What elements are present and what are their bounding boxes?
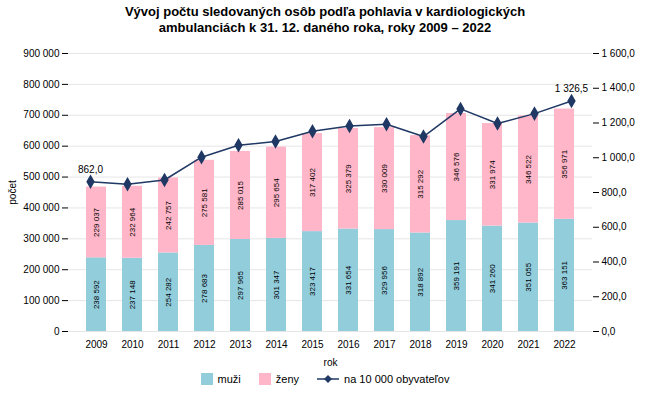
html-text:Vývoj počtu sledovaných osôb p: Vývoj počtu sledovaných osôb podľa pohla… bbox=[124, 4, 526, 36]
svg-text:329 956: 329 956 bbox=[380, 265, 389, 294]
svg-text:351 055: 351 055 bbox=[524, 262, 533, 291]
svg-text:232 964: 232 964 bbox=[128, 207, 137, 236]
svg-text:2016: 2016 bbox=[337, 338, 360, 349]
svg-text:295 654: 295 654 bbox=[272, 177, 281, 206]
svg-text:301 347: 301 347 bbox=[272, 269, 281, 298]
svg-text:2018: 2018 bbox=[409, 338, 432, 349]
svg-text:1 600,0: 1 600,0 bbox=[602, 47, 636, 58]
svg-text:2015: 2015 bbox=[301, 338, 324, 349]
svg-text:2014: 2014 bbox=[265, 338, 288, 349]
svg-text:341 260: 341 260 bbox=[488, 263, 497, 292]
svg-text:359 191: 359 191 bbox=[452, 261, 461, 290]
svg-text:275 581: 275 581 bbox=[200, 187, 209, 216]
svg-text:500 000: 500 000 bbox=[23, 171, 60, 182]
svg-text:330 009: 330 009 bbox=[380, 163, 389, 192]
svg-text:363 151: 363 151 bbox=[560, 260, 569, 289]
svg-text:331 974: 331 974 bbox=[488, 159, 497, 188]
svg-text:285 015: 285 015 bbox=[236, 180, 245, 209]
svg-text:900 000: 900 000 bbox=[23, 47, 60, 58]
svg-text:356 971: 356 971 bbox=[560, 149, 569, 178]
svg-text:325 379: 325 379 bbox=[344, 163, 353, 192]
svg-text:2013: 2013 bbox=[229, 338, 252, 349]
svg-text:278 683: 278 683 bbox=[200, 273, 209, 302]
svg-text:100 000: 100 000 bbox=[23, 294, 60, 305]
svg-text:318 892: 318 892 bbox=[416, 267, 425, 296]
svg-text:2012: 2012 bbox=[193, 338, 216, 349]
svg-text:346 522: 346 522 bbox=[524, 154, 533, 183]
svg-text:346 576: 346 576 bbox=[452, 152, 461, 181]
svg-text:254 282: 254 282 bbox=[164, 277, 173, 306]
svg-text:323 417: 323 417 bbox=[308, 266, 317, 295]
svg-text:297 965: 297 965 bbox=[236, 270, 245, 299]
svg-text:2021: 2021 bbox=[517, 338, 540, 349]
svg-text:600,0: 600,0 bbox=[602, 221, 627, 232]
svg-text:300 000: 300 000 bbox=[23, 233, 60, 244]
svg-text:317 402: 317 402 bbox=[308, 167, 317, 196]
svg-text:0,0: 0,0 bbox=[602, 325, 616, 336]
svg-text:2010: 2010 bbox=[121, 338, 144, 349]
svg-text:2020: 2020 bbox=[481, 338, 504, 349]
svg-text:1 400,0: 1 400,0 bbox=[602, 82, 636, 93]
svg-text:242 757: 242 757 bbox=[164, 200, 173, 229]
html-text:na 10 000 obyvateľov: na 10 000 obyvateľov bbox=[344, 372, 450, 385]
svg-text:400 000: 400 000 bbox=[23, 202, 60, 213]
svg-text:0: 0 bbox=[54, 325, 60, 336]
svg-text:2017: 2017 bbox=[373, 338, 396, 349]
html-text:ženy: ženy bbox=[275, 372, 300, 385]
svg-text:400,0: 400,0 bbox=[602, 256, 627, 267]
svg-text:2009: 2009 bbox=[85, 338, 108, 349]
svg-text:862,0: 862,0 bbox=[78, 163, 103, 174]
svg-text:700 000: 700 000 bbox=[23, 109, 60, 120]
svg-text:1 200,0: 1 200,0 bbox=[602, 117, 636, 128]
svg-text:600 000: 600 000 bbox=[23, 140, 60, 151]
svg-text:315 292: 315 292 bbox=[416, 169, 425, 198]
svg-text:1 000,0: 1 000,0 bbox=[602, 151, 636, 162]
svg-text:800 000: 800 000 bbox=[23, 78, 60, 89]
svg-text:237 148: 237 148 bbox=[128, 279, 137, 308]
svg-text:1 326,5: 1 326,5 bbox=[555, 83, 589, 94]
svg-text:331 654: 331 654 bbox=[344, 265, 353, 294]
svg-text:229 037: 229 037 bbox=[92, 207, 101, 236]
svg-text:800,0: 800,0 bbox=[602, 186, 627, 197]
svg-text:rok: rok bbox=[324, 356, 339, 367]
svg-text:200,0: 200,0 bbox=[602, 290, 627, 301]
svg-text:200 000: 200 000 bbox=[23, 263, 60, 274]
html-text:muži: muži bbox=[217, 372, 241, 385]
svg-text:2019: 2019 bbox=[445, 338, 468, 349]
svg-text:2011: 2011 bbox=[158, 338, 180, 349]
svg-text:238 592: 238 592 bbox=[92, 279, 101, 308]
svg-text:2022: 2022 bbox=[553, 338, 576, 349]
svg-text:počet: počet bbox=[7, 180, 18, 205]
